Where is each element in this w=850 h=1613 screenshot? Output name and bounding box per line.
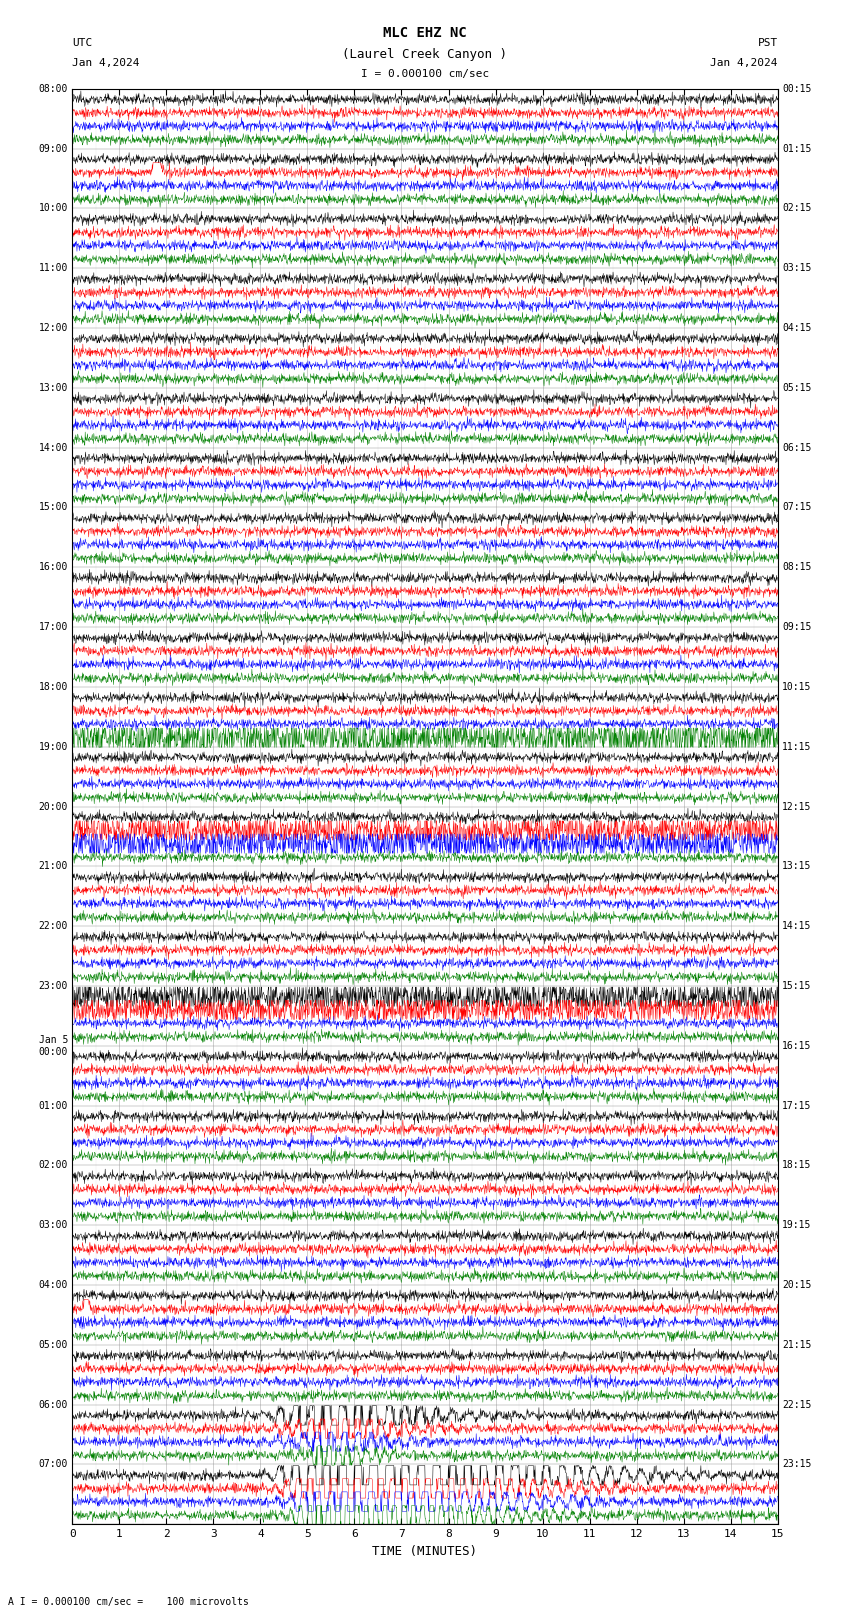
Text: 13:00: 13:00 — [38, 382, 68, 394]
X-axis label: TIME (MINUTES): TIME (MINUTES) — [372, 1545, 478, 1558]
Text: 18:15: 18:15 — [782, 1160, 812, 1171]
Text: 02:15: 02:15 — [782, 203, 812, 213]
Text: 02:00: 02:00 — [38, 1160, 68, 1171]
Text: UTC: UTC — [72, 39, 93, 48]
Text: 20:00: 20:00 — [38, 802, 68, 811]
Text: (Laurel Creek Canyon ): (Laurel Creek Canyon ) — [343, 48, 507, 61]
Text: 16:15: 16:15 — [782, 1040, 812, 1050]
Text: 17:00: 17:00 — [38, 623, 68, 632]
Text: 10:15: 10:15 — [782, 682, 812, 692]
Text: 22:00: 22:00 — [38, 921, 68, 931]
Text: 12:15: 12:15 — [782, 802, 812, 811]
Text: 01:15: 01:15 — [782, 144, 812, 153]
Text: 11:15: 11:15 — [782, 742, 812, 752]
Text: 06:00: 06:00 — [38, 1400, 68, 1410]
Text: 19:00: 19:00 — [38, 742, 68, 752]
Text: 15:15: 15:15 — [782, 981, 812, 990]
Text: 21:00: 21:00 — [38, 861, 68, 871]
Text: A I = 0.000100 cm/sec =    100 microvolts: A I = 0.000100 cm/sec = 100 microvolts — [8, 1597, 249, 1607]
Text: 18:00: 18:00 — [38, 682, 68, 692]
Text: 15:00: 15:00 — [38, 502, 68, 513]
Text: 13:15: 13:15 — [782, 861, 812, 871]
Text: Jan 4,2024: Jan 4,2024 — [72, 58, 139, 68]
Text: 04:15: 04:15 — [782, 323, 812, 332]
Text: 12:00: 12:00 — [38, 323, 68, 332]
Text: 05:15: 05:15 — [782, 382, 812, 394]
Text: 09:15: 09:15 — [782, 623, 812, 632]
Text: 04:00: 04:00 — [38, 1281, 68, 1290]
Text: MLC EHZ NC: MLC EHZ NC — [383, 26, 467, 40]
Text: 09:00: 09:00 — [38, 144, 68, 153]
Text: 17:15: 17:15 — [782, 1100, 812, 1111]
Text: 00:15: 00:15 — [782, 84, 812, 94]
Text: 06:15: 06:15 — [782, 442, 812, 453]
Text: 01:00: 01:00 — [38, 1100, 68, 1111]
Text: 05:00: 05:00 — [38, 1340, 68, 1350]
Text: 03:15: 03:15 — [782, 263, 812, 273]
Text: Jan 5
00:00: Jan 5 00:00 — [38, 1036, 68, 1057]
Text: 08:00: 08:00 — [38, 84, 68, 94]
Text: 07:00: 07:00 — [38, 1460, 68, 1469]
Text: 19:15: 19:15 — [782, 1219, 812, 1231]
Text: 23:15: 23:15 — [782, 1460, 812, 1469]
Text: 22:15: 22:15 — [782, 1400, 812, 1410]
Text: Jan 4,2024: Jan 4,2024 — [711, 58, 778, 68]
Text: 14:00: 14:00 — [38, 442, 68, 453]
Text: 21:15: 21:15 — [782, 1340, 812, 1350]
Text: 08:15: 08:15 — [782, 563, 812, 573]
Text: 20:15: 20:15 — [782, 1281, 812, 1290]
Text: PST: PST — [757, 39, 778, 48]
Text: 10:00: 10:00 — [38, 203, 68, 213]
Text: 16:00: 16:00 — [38, 563, 68, 573]
Text: 14:15: 14:15 — [782, 921, 812, 931]
Text: 07:15: 07:15 — [782, 502, 812, 513]
Text: 03:00: 03:00 — [38, 1219, 68, 1231]
Text: I = 0.000100 cm/sec: I = 0.000100 cm/sec — [361, 69, 489, 79]
Text: 11:00: 11:00 — [38, 263, 68, 273]
Text: 23:00: 23:00 — [38, 981, 68, 990]
